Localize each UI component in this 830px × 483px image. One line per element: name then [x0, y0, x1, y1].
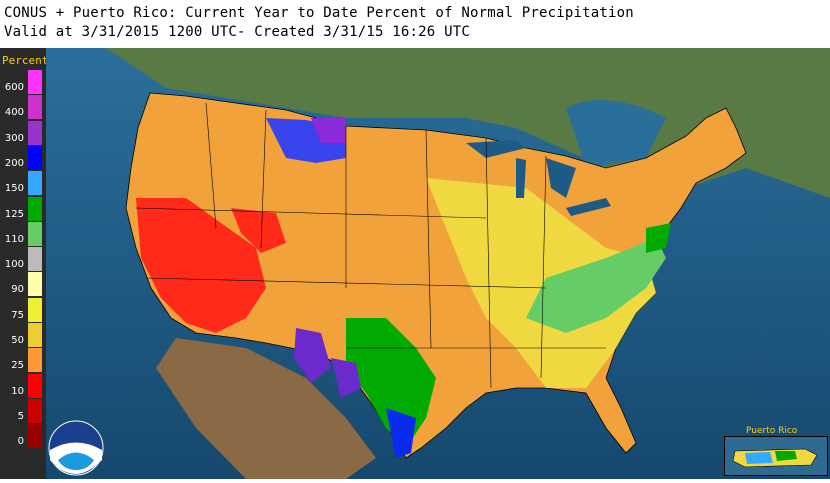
legend-swatch — [28, 70, 42, 94]
lake-superior — [466, 140, 526, 158]
new-mexico-purple-region — [294, 328, 331, 383]
state-borders — [135, 102, 606, 389]
legend-swatch — [28, 398, 42, 423]
legend-swatch — [28, 171, 42, 196]
mexico-terrain — [156, 338, 376, 479]
puerto-rico-wet-region — [745, 452, 773, 464]
puerto-rico-label: Puerto Rico — [746, 426, 798, 436]
legend-swatch — [28, 196, 42, 221]
lake-michigan — [516, 158, 526, 198]
legend-swatch — [28, 120, 42, 145]
legend-swatch — [28, 247, 42, 272]
nevada-dry-region — [231, 208, 286, 253]
montana-purple-region — [311, 118, 346, 143]
west-texas-purple-region — [331, 358, 361, 398]
legend-label: 125 — [4, 208, 24, 220]
legend-label: 75 — [11, 309, 24, 321]
legend-label: 10 — [11, 385, 24, 397]
legend-swatch — [28, 323, 42, 347]
map-subtitle: Valid at 3/31/2015 1200 UTC- Created 3/3… — [4, 24, 470, 40]
map-svg — [46, 48, 830, 479]
texas-wet-region — [346, 318, 436, 448]
puerto-rico-map — [732, 448, 818, 468]
legend-label: 110 — [4, 233, 24, 245]
legend-swatch — [28, 221, 42, 246]
legend-label: 100 — [4, 259, 24, 271]
lake-huron — [546, 158, 576, 198]
hudson-water — [566, 100, 666, 168]
legend-label: 50 — [11, 335, 24, 346]
map-header: CONUS + Puerto Rico: Current Year to Dat… — [0, 0, 830, 48]
noaa-logo — [48, 420, 104, 476]
legend-label: 600 — [4, 82, 24, 93]
legend-swatch — [28, 348, 42, 373]
lake-erie — [566, 198, 611, 216]
puerto-rico-inset — [724, 436, 828, 476]
legend-label: 90 — [11, 284, 24, 296]
color-legend: Percent 600 400 300 200 150 125 110 100 90 75 50 25… — [0, 48, 49, 479]
map-title: CONUS + Puerto Rico: Current Year to Dat… — [4, 5, 634, 21]
gulf-coast-blue-region — [386, 408, 416, 458]
puerto-rico-island — [732, 448, 818, 468]
west-dry-region — [136, 198, 266, 333]
legend-swatch — [28, 424, 42, 449]
noaa-logo-icon — [48, 420, 104, 476]
legend-label: 300 — [4, 132, 24, 144]
mid-atlantic-wet-region — [646, 223, 671, 253]
legend-swatch — [28, 297, 42, 322]
legend-label: 5 — [17, 410, 24, 422]
central-yellow-region — [426, 178, 656, 388]
legend-label: 25 — [11, 360, 24, 372]
legend-label: 0 — [17, 436, 24, 448]
legend-title: Percent — [2, 54, 49, 67]
puerto-rico-green-region — [775, 451, 797, 461]
ohio-valley-wet-region — [526, 238, 666, 333]
legend-swatch — [28, 95, 42, 120]
legend-label: 400 — [4, 107, 24, 119]
legend-swatch — [28, 373, 42, 398]
legend-label: 200 — [4, 157, 24, 169]
precipitation-map — [46, 48, 830, 479]
legend-swatch — [28, 145, 42, 170]
legend-swatch — [28, 272, 42, 297]
legend-label: 150 — [4, 183, 24, 195]
